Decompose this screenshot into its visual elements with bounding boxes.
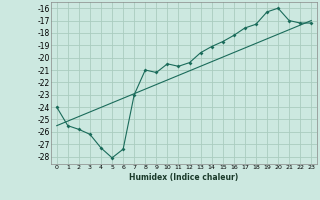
X-axis label: Humidex (Indice chaleur): Humidex (Indice chaleur) — [129, 173, 239, 182]
